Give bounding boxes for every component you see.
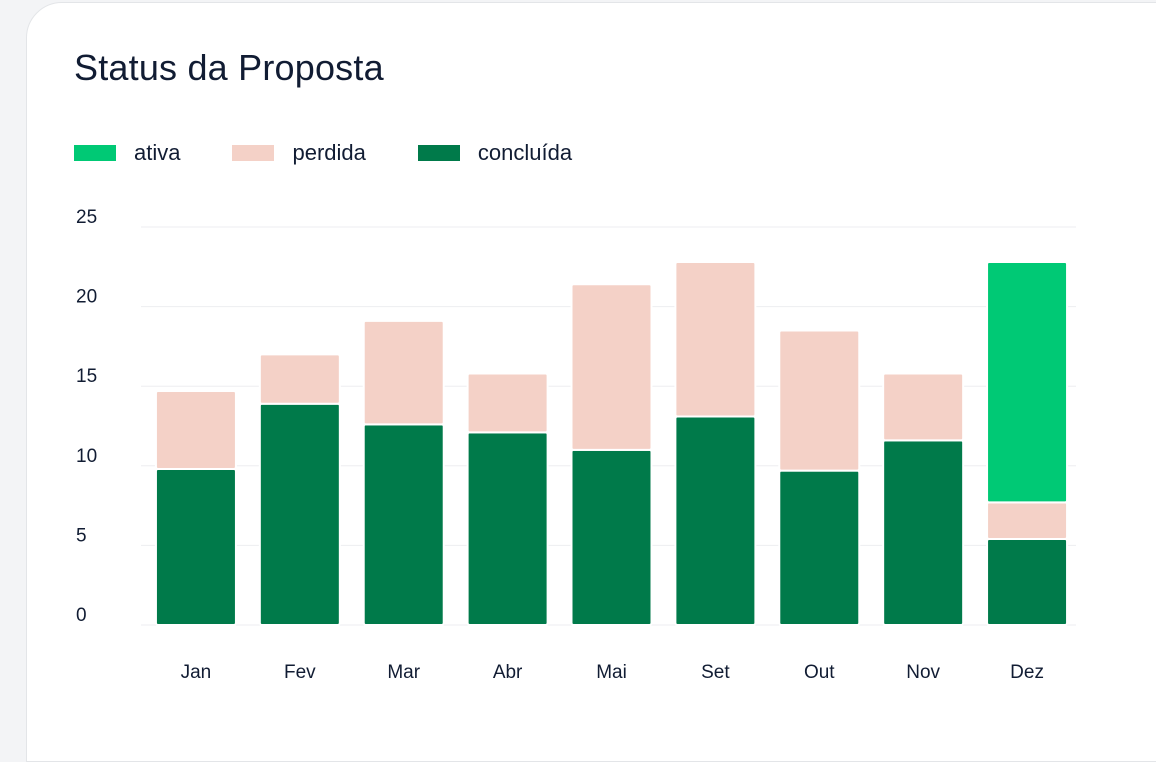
bar-perdida-jan[interactable] bbox=[154, 389, 237, 470]
x-tick-label-nov: Nov bbox=[906, 662, 940, 683]
legend-label-concluida: concluída bbox=[477, 140, 573, 165]
legend-item-concluida[interactable]: concluída bbox=[417, 140, 573, 166]
bar-perdida-dez[interactable] bbox=[986, 501, 1069, 541]
bar-perdida-mai[interactable] bbox=[570, 283, 653, 451]
x-axis-ticks: Jan Fev Mar Abr Mai Set Out Nov Dez bbox=[181, 662, 1044, 683]
x-tick-label-abr: Abr bbox=[493, 662, 523, 683]
bar-perdida-mar[interactable] bbox=[362, 319, 445, 426]
legend-item-perdida[interactable]: perdida bbox=[232, 140, 366, 166]
x-tick-label-mai: Mai bbox=[596, 662, 627, 683]
bar-concluida-mar[interactable] bbox=[362, 423, 445, 626]
bar-perdida-nov[interactable] bbox=[882, 372, 965, 442]
bar-concluida-out[interactable] bbox=[778, 469, 861, 626]
y-tick-label-20: 20 bbox=[76, 287, 97, 308]
legend-swatch-perdida bbox=[232, 145, 275, 161]
y-tick-label-25: 25 bbox=[76, 207, 97, 228]
bar-concluida-dez[interactable] bbox=[986, 538, 1069, 626]
bar-concluida-set[interactable] bbox=[674, 415, 757, 626]
x-tick-label-dez: Dez bbox=[1010, 662, 1044, 683]
legend-label-ativa: ativa bbox=[134, 140, 181, 165]
y-tick-label-5: 5 bbox=[76, 525, 87, 546]
y-tick-label-15: 15 bbox=[76, 366, 97, 387]
legend-swatch-ativa bbox=[74, 145, 116, 161]
bar-concluida-nov[interactable] bbox=[882, 439, 965, 626]
bar-perdida-out[interactable] bbox=[778, 329, 861, 472]
legend-swatch-concluida bbox=[417, 145, 460, 161]
x-tick-label-set: Set bbox=[701, 662, 730, 683]
y-tick-label-10: 10 bbox=[76, 446, 97, 467]
legend-label-perdida: perdida bbox=[292, 140, 366, 165]
bar-concluida-fev[interactable] bbox=[258, 402, 341, 626]
chart-legend: ativa perdida concluída bbox=[74, 138, 624, 168]
x-tick-label-mar: Mar bbox=[387, 662, 420, 683]
bar-perdida-set[interactable] bbox=[674, 261, 757, 418]
bar-perdida-abr[interactable] bbox=[466, 372, 549, 434]
y-axis-ticks: 0 5 10 15 20 25 bbox=[76, 207, 97, 626]
bar-concluida-jan[interactable] bbox=[154, 467, 237, 627]
y-tick-label-0: 0 bbox=[76, 605, 87, 626]
bar-concluida-abr[interactable] bbox=[466, 431, 549, 627]
x-tick-label-fev: Fev bbox=[284, 662, 316, 683]
chart-title: Status da Proposta bbox=[74, 47, 384, 88]
bar-perdida-fev[interactable] bbox=[258, 353, 341, 405]
x-tick-label-jan: Jan bbox=[181, 662, 212, 683]
legend-item-ativa[interactable]: ativa bbox=[74, 140, 180, 166]
chart-bars bbox=[154, 261, 1069, 627]
stacked-bar-chart: 0 5 10 15 20 25 Jan Fev Mar Abr Mai Set Out Nov Dez bbox=[76, 207, 1076, 683]
bar-ativa-dez[interactable] bbox=[986, 261, 1069, 504]
x-tick-label-out: Out bbox=[804, 662, 835, 683]
bar-concluida-mai[interactable] bbox=[570, 448, 653, 626]
